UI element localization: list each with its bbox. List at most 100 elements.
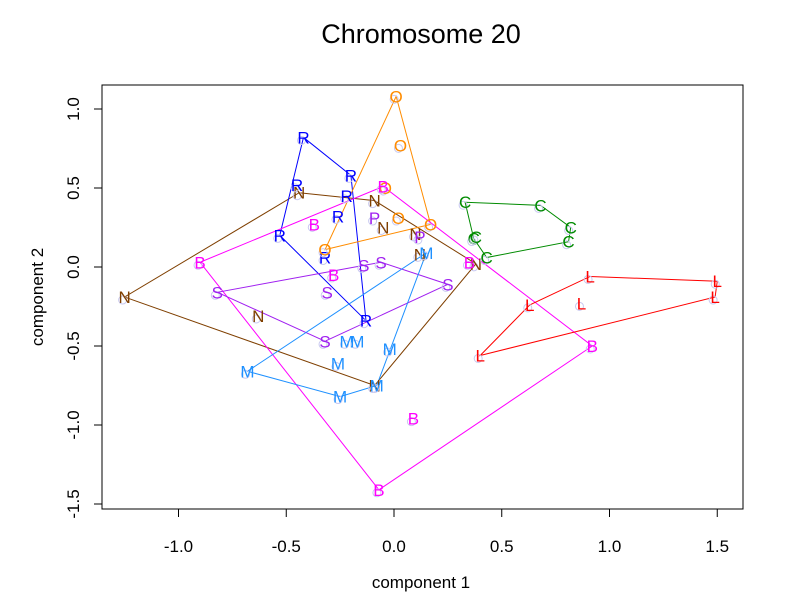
point-b: B	[406, 410, 419, 429]
point-marker	[419, 251, 429, 261]
x-tick-label: -1.0	[164, 537, 193, 556]
point-label: S	[358, 256, 369, 275]
point-label: R	[360, 312, 372, 331]
point-n: N	[118, 288, 131, 307]
point-label: M	[333, 388, 347, 407]
point-marker	[523, 303, 533, 313]
hull-l	[478, 275, 718, 357]
point-label: S	[322, 283, 333, 302]
x-tick-label: 1.0	[598, 537, 622, 556]
point-l: L	[523, 296, 534, 315]
y-tick-label: 0.5	[64, 176, 83, 200]
point-label: C	[459, 193, 471, 212]
point-label: B	[194, 253, 205, 272]
point-label: B	[464, 253, 475, 272]
point-marker	[393, 143, 403, 153]
point-marker	[378, 186, 388, 196]
point-label: L	[525, 296, 534, 315]
point-marker	[458, 200, 468, 210]
point-label: R	[274, 226, 286, 245]
point-m: M	[419, 244, 433, 263]
point-label: B	[373, 481, 384, 500]
point-r: R	[344, 166, 357, 185]
point-marker	[210, 290, 220, 300]
point-label: L	[585, 267, 594, 286]
plot-frame	[101, 84, 744, 510]
point-marker	[389, 94, 399, 104]
hull-layer	[123, 94, 718, 491]
point-n: N	[251, 307, 264, 326]
point-marker	[376, 184, 386, 194]
point-label: C	[534, 196, 546, 215]
point-label: B	[378, 177, 389, 196]
point-marker	[583, 274, 593, 284]
point-label: M	[331, 354, 345, 373]
hull-c	[464, 201, 572, 259]
point-s: S	[320, 283, 333, 302]
point-m: M	[240, 362, 254, 381]
point-marker	[368, 216, 378, 226]
point-marker	[118, 295, 128, 305]
point-label: N	[118, 288, 130, 307]
point-marker	[374, 260, 384, 270]
point-label: C	[468, 230, 480, 249]
point-r: R	[290, 176, 303, 195]
point-marker	[462, 260, 472, 270]
point-label: L	[475, 346, 484, 365]
point-marker	[480, 256, 490, 266]
point-label: L	[713, 272, 722, 291]
point-marker	[708, 295, 718, 305]
point-r: R	[340, 187, 353, 206]
x-axis-label: component 1	[372, 573, 470, 592]
point-marker	[370, 384, 380, 393]
point-marker	[585, 344, 595, 354]
point-label: R	[345, 166, 357, 185]
point-o: O	[390, 87, 403, 106]
point-c: C	[469, 228, 482, 247]
point-b: B	[327, 266, 339, 285]
point-label: N	[252, 307, 264, 326]
point-marker	[318, 248, 328, 258]
point-label: M	[419, 244, 433, 263]
point-c: C	[480, 249, 493, 268]
hull-r	[279, 136, 367, 323]
y-tick-label: 0.0	[64, 255, 83, 279]
point-marker	[469, 262, 479, 272]
point-label: C	[470, 228, 482, 247]
point-label: L	[710, 288, 719, 307]
point-label: B	[408, 410, 419, 429]
point-m: M	[340, 332, 354, 351]
y-tick-label: 1.0	[64, 97, 83, 121]
point-n: N	[376, 219, 389, 238]
point-marker	[574, 301, 584, 311]
point-r: R	[331, 207, 344, 226]
point-label: S	[319, 332, 330, 351]
point-marker	[340, 194, 350, 204]
point-label: O	[424, 215, 437, 234]
point-b: B	[307, 215, 320, 234]
point-s: S	[357, 256, 370, 275]
point-label: L	[577, 294, 586, 313]
point-o: O	[392, 209, 405, 228]
point-s: S	[318, 332, 331, 351]
chart-title: Chromosome 20	[321, 19, 521, 49]
point-b: B	[372, 481, 385, 500]
point-label: N	[409, 225, 421, 244]
point-c: C	[534, 196, 547, 215]
point-marker	[240, 369, 250, 379]
point-m: M	[350, 332, 364, 351]
point-label: M	[350, 332, 364, 351]
point-label: R	[340, 187, 352, 206]
point-r: R	[273, 226, 286, 245]
point-l: L	[710, 272, 722, 291]
hull-s	[215, 261, 450, 342]
point-c: C	[458, 193, 471, 212]
point-o: O	[318, 241, 331, 260]
point-n: N	[469, 255, 482, 274]
point-marker	[467, 237, 477, 247]
point-marker	[333, 395, 343, 405]
point-label: P	[369, 209, 380, 228]
point-marker	[357, 263, 367, 273]
point-o: O	[424, 215, 437, 234]
